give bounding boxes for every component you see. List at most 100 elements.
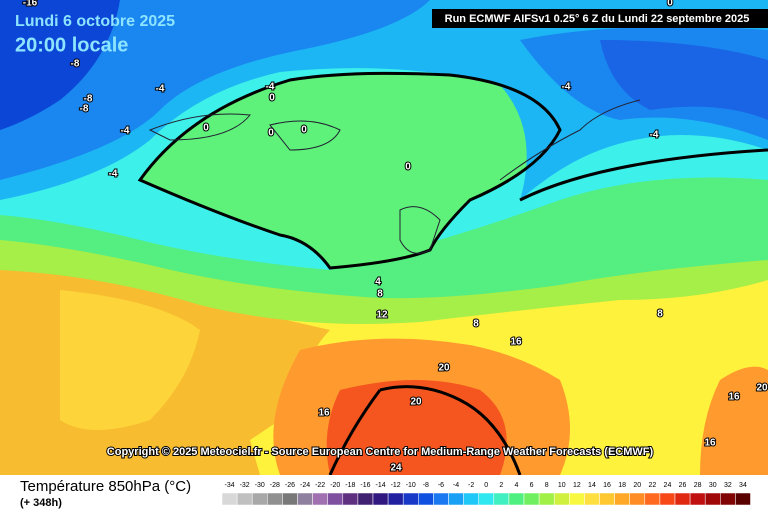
contour-label: 16 [510, 337, 522, 348]
footer-lead: (+ 348h) [20, 497, 62, 509]
legend-swatch [402, 492, 419, 506]
legend-swatch [282, 492, 298, 506]
legend-swatch [584, 492, 600, 506]
legend-label: 22 [648, 482, 656, 489]
contour-label: -8 [80, 104, 89, 115]
contour-label: 20 [756, 383, 768, 394]
legend-label: -32 [240, 482, 250, 489]
legend-swatch [674, 492, 691, 506]
run-info: Run ECMWF AIFSv1 0.25° 6 Z du Lundi 22 s… [445, 13, 750, 25]
contour-label: 24 [390, 463, 402, 474]
legend-label: -30 [255, 482, 265, 489]
legend-swatch [387, 492, 404, 506]
legend-label: 28 [694, 482, 702, 489]
legend-swatch [342, 492, 359, 506]
legend-label: -26 [285, 482, 295, 489]
legend-label: 34 [739, 482, 747, 489]
legend-label: 0 [484, 482, 488, 489]
contour-label: 12 [376, 310, 388, 321]
legend-swatch [418, 492, 434, 506]
contour-label: 0 [268, 128, 274, 139]
legend-swatch [720, 492, 736, 506]
contour-label: -4 [562, 82, 571, 93]
legend-label: 14 [588, 482, 596, 489]
legend-swatch [433, 492, 449, 506]
legend-swatch [357, 492, 374, 506]
contour-label: 0 [269, 93, 275, 104]
footer-title: Température 850hPa (°C) [20, 478, 191, 495]
contour-label: 0 [301, 125, 307, 136]
copyright: Copyright © 2025 Meteociel.fr - Source E… [107, 446, 654, 458]
legend-swatch [629, 492, 646, 506]
legend-swatch [508, 492, 525, 506]
forecast-date: Lundi 6 octobre 2025 [15, 13, 175, 30]
legend-swatch [614, 492, 630, 506]
contour-label: 0 [405, 162, 411, 173]
contour-label: -8 [84, 94, 93, 105]
contour-label: -4 [266, 82, 275, 93]
legend-label: 26 [679, 482, 687, 489]
legend-swatch [463, 492, 479, 506]
legend-swatch [251, 492, 268, 506]
contour-label: 4 [375, 277, 381, 288]
contour-label: -8 [71, 59, 80, 70]
legend-label: -2 [468, 482, 474, 489]
legend-label: 4 [514, 482, 518, 489]
contour-label: 20 [410, 397, 422, 408]
legend-label: -28 [270, 482, 280, 489]
legend-swatch [478, 492, 495, 506]
legend-swatch [689, 492, 706, 506]
contour-label: 16 [318, 408, 330, 419]
legend-swatch [236, 492, 253, 506]
legend-swatch [372, 492, 389, 506]
legend-label: 30 [709, 482, 717, 489]
legend-label: -4 [453, 482, 459, 489]
contour-label: 0 [203, 123, 209, 134]
contour-label: 8 [473, 319, 479, 330]
contour-label: -4 [156, 84, 165, 95]
legend-label: 32 [724, 482, 732, 489]
forecast-time: 20:00 locale [15, 34, 128, 56]
contour-label: 8 [657, 309, 663, 320]
legend-swatch [312, 492, 328, 506]
legend-swatch [569, 492, 585, 506]
contour-label: -16 [23, 0, 38, 9]
contour-label: 16 [728, 392, 740, 403]
legend-label: 24 [664, 482, 672, 489]
contour-label: -4 [121, 126, 130, 137]
legend-label: -22 [315, 482, 325, 489]
legend-swatch [599, 492, 615, 506]
legend-swatch [493, 492, 510, 506]
legend: -34 -32 -30 -28 -26 -24 -22 -20 -18 -16 -14 -12 -10-… [221, 482, 751, 506]
legend-label: -16 [360, 482, 370, 489]
contour-label: -4 [650, 130, 659, 141]
legend-label: 12 [573, 482, 581, 489]
legend-label: -8 [423, 482, 429, 489]
legend-swatch [267, 492, 283, 506]
legend-label: -12 [391, 482, 401, 489]
legend-label: 10 [558, 482, 566, 489]
run-box [432, 9, 768, 28]
legend-swatch [297, 492, 313, 506]
contour-labels: -16-8-8-8-4-4-4-400 0 00-4-404812881620201… [22, 0, 768, 475]
contour-label: 20 [438, 363, 450, 374]
legend-label: 18 [618, 482, 626, 489]
legend-label: 20 [633, 482, 641, 489]
legend-swatch [221, 492, 238, 506]
legend-label: -10 [406, 482, 416, 489]
legend-label: 8 [545, 482, 549, 489]
legend-swatch [448, 492, 464, 506]
contour-label: 0 [667, 0, 673, 9]
contour-label: 16 [704, 438, 716, 449]
legend-label: -20 [330, 482, 340, 489]
legend-label: -18 [345, 482, 355, 489]
legend-swatch [538, 492, 555, 506]
legend-swatch [523, 492, 540, 506]
legend-swatch [659, 492, 676, 506]
legend-swatch [735, 492, 751, 506]
legend-swatch [644, 492, 661, 506]
temperature-field [0, 0, 768, 476]
legend-swatch [327, 492, 344, 506]
legend-label: -24 [300, 482, 310, 489]
